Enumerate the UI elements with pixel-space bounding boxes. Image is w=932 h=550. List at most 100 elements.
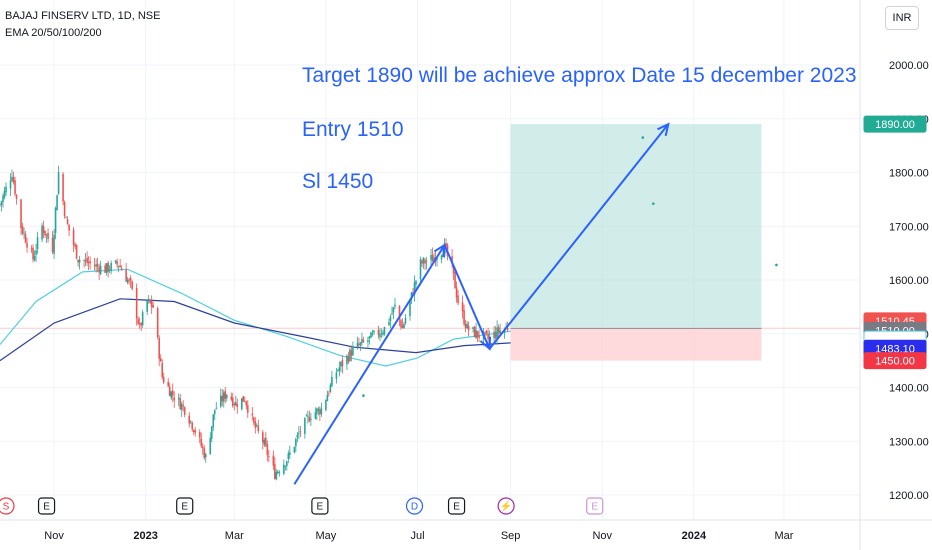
arrow-shaft: [293, 244, 446, 485]
candle-body: [268, 456, 270, 457]
candle-body: [287, 453, 290, 460]
candle: [72, 226, 75, 252]
candle-body: [53, 234, 55, 254]
candle: [307, 410, 309, 424]
candle: [287, 450, 290, 464]
candle: [373, 329, 375, 335]
candle-body: [506, 328, 509, 330]
candle: [262, 429, 264, 450]
candle: [192, 429, 195, 436]
candle-body: [286, 461, 288, 466]
candle-body: [307, 415, 309, 417]
x-tick-label-4: Jul: [410, 530, 424, 542]
candle: [99, 260, 102, 276]
candle-body: [89, 261, 91, 264]
symbol-title[interactable]: BAJAJ FINSERV LTD, 1D, NSE: [5, 10, 161, 22]
candle: [455, 281, 458, 303]
event-marker-2[interactable]: E: [37, 497, 56, 515]
candle: [189, 420, 192, 425]
candle-body: [183, 407, 186, 415]
candle-body: [54, 208, 57, 233]
price-tags: 1890.001510.451510.001495.851483.101450.…: [863, 115, 927, 370]
event-marker-5[interactable]: D: [405, 497, 424, 515]
candle: [409, 299, 411, 321]
candle-body: [422, 258, 425, 264]
event-marker-6[interactable]: E: [447, 497, 466, 515]
candle-body: [472, 327, 474, 329]
price-tag-bg: [863, 115, 927, 133]
candle: [485, 329, 488, 336]
candle-body: [0, 201, 3, 205]
candle-body: [382, 332, 384, 335]
event-marker-1[interactable]: S: [0, 497, 15, 515]
candle-body: [209, 437, 212, 455]
candle-body: [298, 432, 300, 434]
candle: [454, 271, 456, 289]
candle: [326, 390, 329, 402]
y-tick-label-6: 1400.00: [889, 383, 929, 395]
candle-body: [182, 405, 185, 407]
candle-body: [284, 466, 287, 467]
candle: [183, 406, 186, 418]
candle: [424, 258, 426, 271]
candle-body: [452, 265, 455, 274]
candle-body: [180, 403, 183, 410]
event-letter: D: [411, 502, 418, 513]
candle: [53, 229, 55, 259]
candle: [224, 386, 227, 404]
candle-body: [499, 330, 501, 334]
candle: [472, 326, 474, 333]
x-axis: Nov 2023 Mar May Jul Sep Nov 2024 Mar: [44, 530, 793, 542]
event-letter: E: [591, 502, 598, 513]
candle-body: [51, 237, 54, 253]
target-annotation[interactable]: Target 1890 will be achieve approx Date …: [302, 64, 857, 87]
event-marker-8[interactable]: E: [586, 497, 604, 515]
indicator-legend[interactable]: EMA 20/50/100/200: [5, 27, 102, 39]
candle-body: [326, 395, 329, 402]
candle: [499, 323, 501, 336]
candle-body: [389, 316, 392, 321]
candle: [394, 297, 396, 310]
event-marker-4[interactable]: E: [311, 497, 329, 515]
event-marker-7[interactable]: ⚡: [497, 497, 515, 515]
candle: [413, 275, 416, 302]
candle: [331, 370, 333, 387]
candle: [140, 322, 142, 331]
candle-body: [392, 307, 395, 313]
candle-body: [347, 356, 350, 362]
candle-body: [262, 432, 264, 443]
candle-body: [78, 259, 81, 263]
candle: [320, 402, 323, 417]
stoploss-annotation[interactable]: Sl 1450: [302, 170, 374, 193]
event-badge: [37, 497, 56, 515]
candle-body: [170, 391, 173, 398]
candle-body: [329, 384, 332, 392]
event-letter: E: [43, 502, 50, 513]
candle: [404, 314, 407, 325]
candle: [265, 432, 267, 447]
candle: [473, 325, 476, 338]
candle-body: [126, 279, 129, 283]
candle: [240, 398, 243, 411]
candle: [349, 347, 351, 363]
entry-annotation[interactable]: Entry 1510: [302, 118, 404, 141]
candle: [128, 277, 130, 285]
candle-body: [367, 340, 369, 342]
candle-body: [401, 325, 404, 329]
candle: [171, 383, 174, 403]
candle: [14, 176, 16, 197]
candle-body: [86, 257, 88, 264]
candle: [219, 388, 222, 409]
event-marker-3[interactable]: E: [176, 497, 194, 515]
currency-button[interactable]: INR: [885, 6, 919, 30]
candle: [68, 224, 70, 237]
candle-body: [425, 261, 428, 263]
candle-body: [171, 390, 174, 396]
event-letter: ⚡: [500, 500, 512, 513]
candle: [77, 259, 79, 267]
candle-body: [104, 265, 106, 273]
candle-body: [192, 430, 195, 433]
candle: [377, 325, 380, 339]
candle-body: [350, 350, 353, 357]
